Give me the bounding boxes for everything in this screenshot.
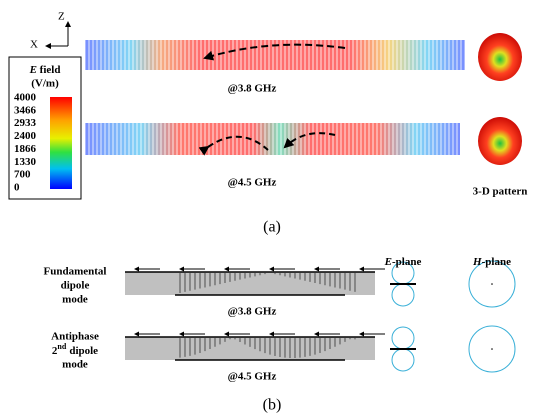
- legend-unit: (V/m): [31, 78, 59, 90]
- pattern-3d: [478, 33, 522, 165]
- legend-level: 2933: [14, 117, 37, 129]
- mode-word: dipole: [69, 345, 98, 357]
- mode-name: mode: [62, 359, 88, 371]
- colorbar: [50, 97, 72, 189]
- h-plane-center: [491, 283, 493, 285]
- ordinal-suffix: nd: [57, 342, 66, 351]
- mode-name: Fundamental: [44, 266, 107, 278]
- mode-name: dipole: [61, 280, 90, 292]
- e-plane-lobe: [392, 349, 414, 371]
- e-plane-lobe: [392, 284, 414, 306]
- e-plane-lobe: [392, 327, 414, 349]
- plane-letter: E: [384, 256, 392, 268]
- frequency-label: @3.8 GHz: [228, 83, 277, 95]
- z-label: Z: [58, 11, 65, 23]
- legend-title: E field: [29, 64, 61, 76]
- plane-header: E-plane: [384, 256, 422, 268]
- frequency-label: @4.5 GHz: [228, 177, 277, 189]
- figure: Z X E field (V/m) 4000346629332400186613…: [0, 0, 548, 417]
- mode-name: Antiphase: [51, 331, 99, 343]
- h-plane-center: [491, 348, 493, 350]
- legend-quantity: E: [29, 64, 37, 76]
- caption: (a): [263, 219, 281, 236]
- field-map: [85, 40, 465, 70]
- x-label: X: [30, 39, 38, 51]
- plane-header: H-plane: [472, 256, 511, 268]
- plane-rest: -plane: [482, 256, 511, 268]
- mode: Fundamental dipole mode @3.8 GHz: [44, 261, 515, 318]
- plane-letter: H: [472, 256, 482, 268]
- axes-icon: Z X: [30, 11, 68, 51]
- legend: E field (V/m) 40003466293324001866133070…: [9, 57, 81, 199]
- legend-level: 1330: [14, 156, 37, 168]
- plane-rest: -plane: [392, 256, 421, 268]
- mode-name: mode: [62, 294, 88, 306]
- legend-level: 2400: [14, 130, 37, 142]
- legend-level: 4000: [14, 92, 37, 104]
- caption: (b): [263, 397, 282, 414]
- pattern-label: 3-D pattern: [473, 186, 528, 198]
- field-map: [85, 123, 460, 155]
- legend-level: 700: [14, 169, 31, 181]
- frequency-label: @3.8 GHz: [228, 306, 277, 318]
- frequency-label: @4.5 GHz: [228, 371, 277, 383]
- legend-level: 3466: [14, 104, 37, 116]
- legend-level: 0: [14, 182, 20, 194]
- legend-label: field: [40, 64, 61, 76]
- legend-level: 1866: [14, 143, 37, 155]
